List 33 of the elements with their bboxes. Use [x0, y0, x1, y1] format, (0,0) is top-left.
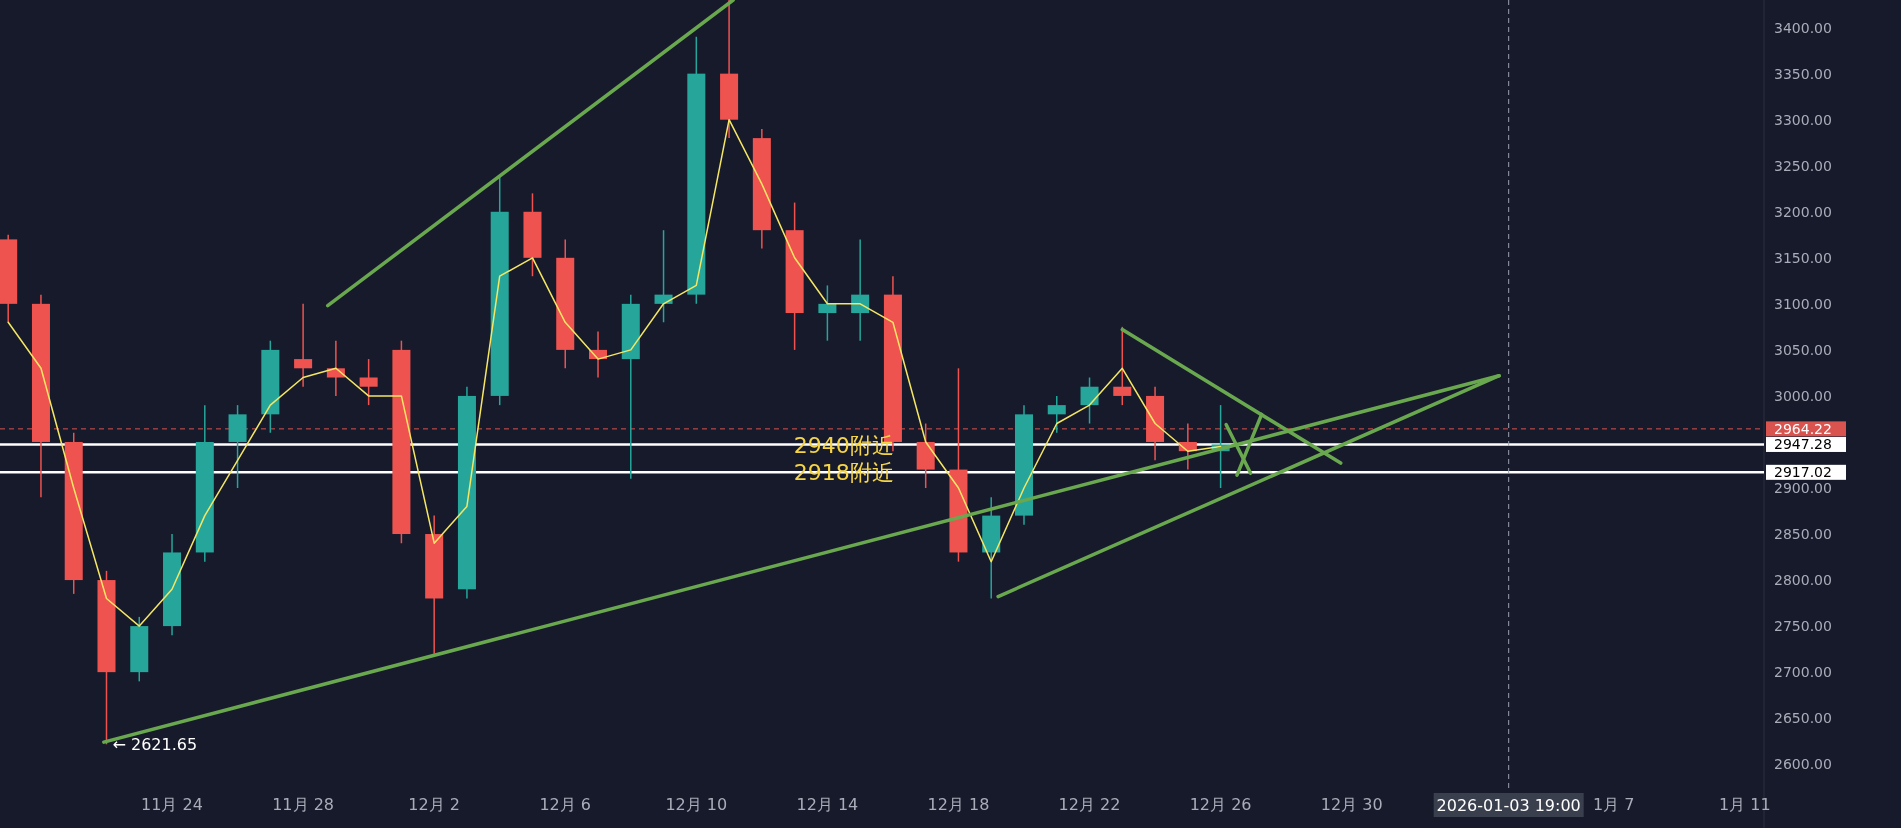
- ref-line-label: 2026-01-03 19:00: [1436, 796, 1581, 815]
- y-tick-label: 3050.00: [1774, 341, 1832, 358]
- x-tick-label: 12月 30: [1320, 795, 1383, 814]
- y-tick-label: 3350.00: [1774, 65, 1832, 82]
- x-tick-label: 11月 28: [272, 795, 335, 814]
- y-tick-label: 3400.00: [1774, 19, 1832, 36]
- y-tick-label: 3100.00: [1774, 295, 1832, 312]
- y-tick-label: 3250.00: [1774, 157, 1832, 174]
- x-tick-label: 1月 11: [1719, 795, 1771, 814]
- y-tick-label: 3150.00: [1774, 249, 1832, 266]
- y-tick-label: 3300.00: [1774, 111, 1832, 128]
- y-tick-label: 3000.00: [1774, 387, 1832, 404]
- y-tick-label: 2750.00: [1774, 618, 1832, 635]
- y-tick-label: 2800.00: [1774, 572, 1832, 589]
- x-tick-label: 12月 10: [665, 795, 728, 814]
- y-tick-label: 2900.00: [1774, 480, 1832, 496]
- y-tick-label: 2650.00: [1774, 710, 1832, 727]
- y-tick-label: 2700.00: [1774, 664, 1832, 681]
- x-tick-label: 12月 18: [927, 795, 990, 814]
- ref-line-label: 2917.02: [1774, 464, 1832, 481]
- y-tick-label: 2600.00: [1774, 756, 1832, 773]
- x-tick-label: 12月 22: [1058, 795, 1121, 814]
- x-tick-label: 12月 26: [1189, 795, 1252, 814]
- x-tick-label: 12月 14: [796, 795, 859, 814]
- x-tick-label: 12月 6: [539, 795, 592, 814]
- x-tick-label: 11月 24: [141, 795, 203, 814]
- x-tick-label: 1月 7: [1593, 795, 1635, 814]
- ref-line-label: 2947.28: [1774, 436, 1832, 453]
- y-tick-label: 3200.00: [1774, 203, 1832, 220]
- annotation: ← 2621.65: [112, 735, 198, 755]
- y-tick-label: 2850.00: [1774, 526, 1832, 543]
- x-tick-label: 12月 2: [408, 795, 460, 814]
- ref-line-label: 2964.22: [1774, 420, 1832, 437]
